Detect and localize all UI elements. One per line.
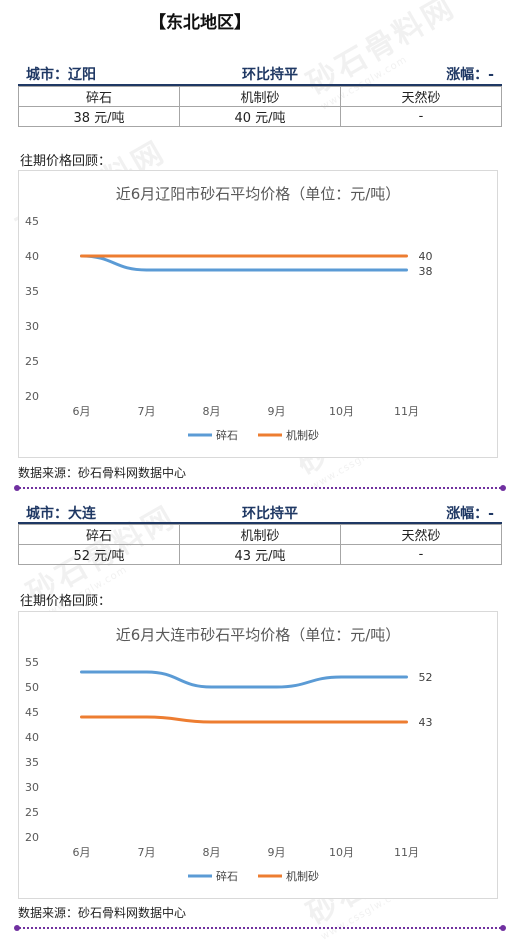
- y-tick-label: 30: [25, 781, 39, 794]
- table-cell: 52 元/吨: [18, 544, 180, 565]
- table-header-cell: 天然砂: [340, 524, 502, 545]
- legend-label: 机制砂: [286, 869, 319, 883]
- trend-label: 环比持平: [242, 67, 298, 83]
- x-tick-label: 9月: [268, 405, 286, 418]
- y-tick-label: 25: [25, 355, 39, 368]
- table-cell: -: [340, 106, 502, 127]
- x-tick-label: 8月: [203, 405, 221, 418]
- y-tick-label: 20: [25, 831, 39, 844]
- table-row: 38 元/吨 40 元/吨 -: [18, 106, 502, 127]
- info-rule: [18, 522, 502, 524]
- y-tick-label: 45: [25, 706, 39, 719]
- data-label: 38: [419, 265, 433, 278]
- table-header-cell: 碎石: [18, 524, 180, 545]
- y-tick-label: 20: [25, 390, 39, 403]
- legend-label: 机制砂: [286, 428, 319, 442]
- y-tick-label: 40: [25, 731, 39, 744]
- city-info-row: 城市：辽阳 环比持平 涨幅：-: [18, 64, 502, 84]
- divider-dot: [500, 485, 506, 491]
- city-info-row: 城市：大连 环比持平 涨幅：-: [18, 503, 502, 523]
- table-header-cell: 天然砂: [340, 86, 502, 107]
- city-label: 城市：辽阳: [26, 67, 96, 83]
- y-tick-label: 50: [25, 681, 39, 694]
- section-divider: [14, 925, 506, 931]
- series-line-1: [80, 715, 408, 724]
- price-table: 碎石 机制砂 天然砂 52 元/吨 43 元/吨 -: [18, 524, 502, 565]
- change-label: 涨幅：-: [446, 506, 494, 522]
- price-table: 碎石 机制砂 天然砂 38 元/吨 40 元/吨 -: [18, 86, 502, 127]
- table-cell: 38 元/吨: [18, 106, 180, 127]
- y-tick-label: 25: [25, 806, 39, 819]
- data-label: 43: [419, 716, 433, 729]
- chart-svg: 近6月大连市砂石平均价格（单位：元/吨） 20 25 30 35 40 45 50 55 6月 7月…: [25, 626, 433, 883]
- chart-title: 近6月大连市砂石平均价格（单位：元/吨）: [116, 626, 401, 644]
- x-tick-label: 7月: [138, 846, 156, 859]
- legend-label: 碎石: [216, 869, 238, 883]
- x-tick-label: 8月: [203, 846, 221, 859]
- info-rule: [18, 84, 502, 86]
- chart-svg: 近6月辽阳市砂石平均价格（单位：元/吨） 20 25 30 35 40 45 6月 7月 8月 9月…: [25, 185, 433, 442]
- table-header-row: 碎石 机制砂 天然砂: [18, 86, 502, 107]
- section-divider: [14, 485, 506, 491]
- legend-label: 碎石: [216, 428, 238, 442]
- change-label: 涨幅：-: [446, 67, 494, 83]
- x-tick-label: 6月: [73, 405, 91, 418]
- series-line-0: [80, 670, 408, 689]
- x-tick-label: 10月: [329, 405, 354, 418]
- x-tick-label: 11月: [394, 846, 419, 859]
- y-tick-label: 40: [25, 250, 39, 263]
- review-label: 往期价格回顾：: [20, 154, 112, 169]
- city-label: 城市：大连: [26, 506, 96, 522]
- divider-dot: [14, 485, 20, 491]
- table-header-cell: 机制砂: [179, 524, 341, 545]
- data-label: 40: [419, 250, 433, 263]
- table-header-row: 碎石 机制砂 天然砂: [18, 524, 502, 545]
- y-tick-label: 55: [25, 656, 39, 669]
- table-cell: 40 元/吨: [179, 106, 341, 127]
- chart-title: 近6月辽阳市砂石平均价格（单位：元/吨）: [116, 185, 401, 203]
- x-tick-label: 11月: [394, 405, 419, 418]
- series-line-0: [80, 254, 408, 272]
- y-tick-label: 35: [25, 285, 39, 298]
- trend-label: 环比持平: [242, 506, 298, 522]
- y-tick-label: 45: [25, 215, 39, 228]
- x-tick-label: 6月: [73, 846, 91, 859]
- x-tick-label: 10月: [329, 846, 354, 859]
- table-header-cell: 碎石: [18, 86, 180, 107]
- divider-dot: [500, 925, 506, 931]
- x-tick-label: 7月: [138, 405, 156, 418]
- y-tick-label: 30: [25, 320, 39, 333]
- source-label: 数据来源：砂石骨料网数据中心: [18, 906, 187, 920]
- region-title: 【东北地区】: [149, 13, 251, 33]
- table-header-cell: 机制砂: [179, 86, 341, 107]
- y-tick-label: 35: [25, 756, 39, 769]
- data-label: 52: [419, 671, 433, 684]
- table-cell: -: [340, 544, 502, 565]
- table-row: 52 元/吨 43 元/吨 -: [18, 544, 502, 565]
- divider-dot: [14, 925, 20, 931]
- source-label: 数据来源：砂石骨料网数据中心: [18, 466, 187, 480]
- table-cell: 43 元/吨: [179, 544, 341, 565]
- review-label: 往期价格回顾：: [20, 594, 112, 609]
- chart-liaoyang: 近6月辽阳市砂石平均价格（单位：元/吨） 20 25 30 35 40 45 6月 7月 8月 9月…: [18, 170, 498, 458]
- chart-dalian: 近6月大连市砂石平均价格（单位：元/吨） 20 25 30 35 40 45 50 55 6月 7月…: [18, 611, 498, 899]
- x-tick-label: 9月: [268, 846, 286, 859]
